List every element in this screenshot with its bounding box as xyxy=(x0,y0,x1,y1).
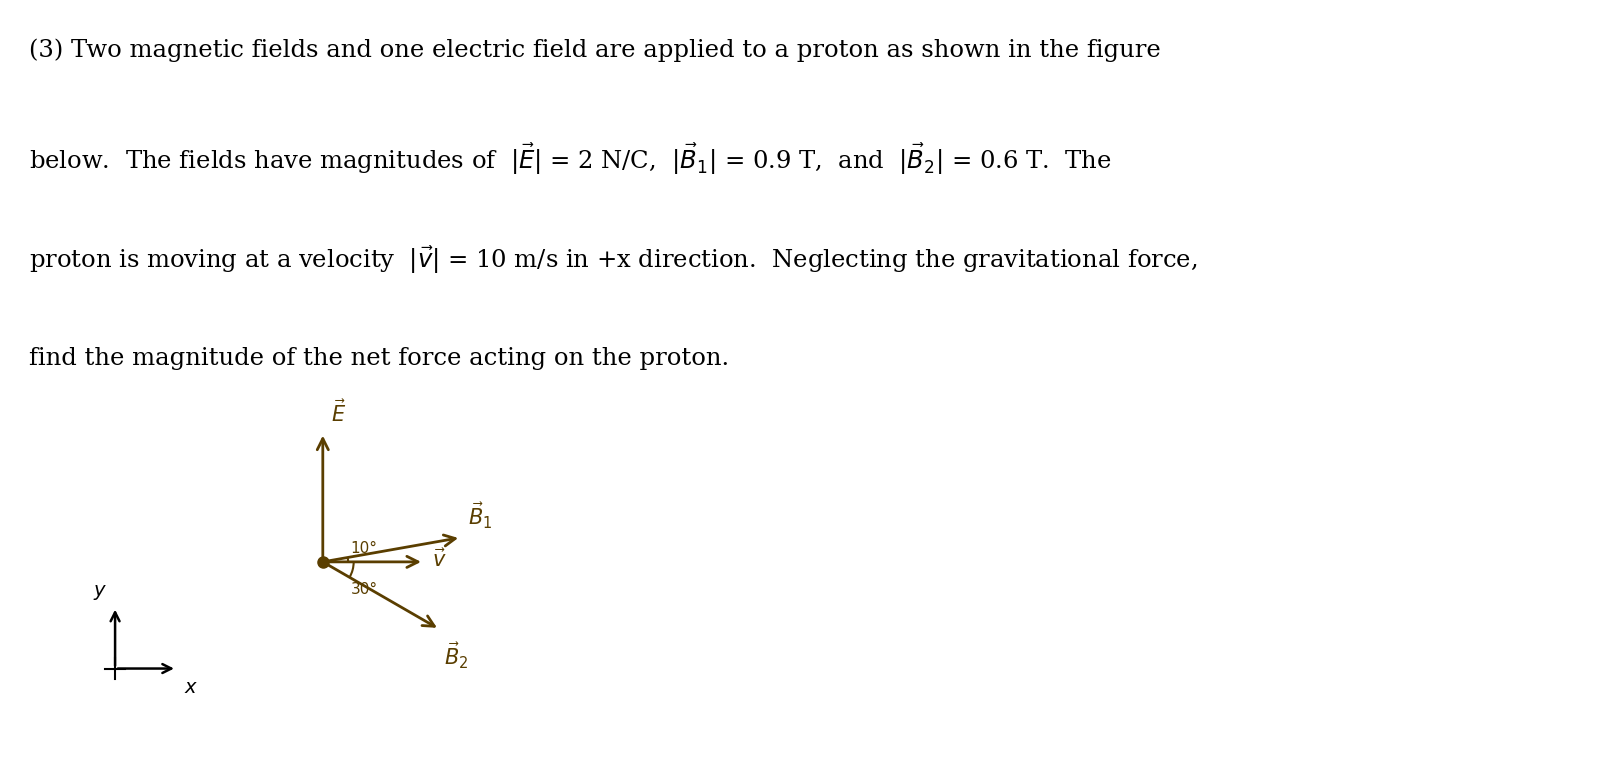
Text: (3) Two magnetic fields and one electric field are applied to a proton as shown : (3) Two magnetic fields and one electric… xyxy=(29,38,1160,62)
Text: 30°: 30° xyxy=(350,582,378,597)
Text: $y$: $y$ xyxy=(94,583,108,602)
Text: $\vec{v}$: $\vec{v}$ xyxy=(431,548,447,571)
Text: $\vec{B}_2$: $\vec{B}_2$ xyxy=(444,641,468,671)
Text: $\vec{B}_1$: $\vec{B}_1$ xyxy=(468,501,492,531)
Text: $\vec{E}$: $\vec{E}$ xyxy=(331,399,345,426)
Text: find the magnitude of the net force acting on the proton.: find the magnitude of the net force acti… xyxy=(29,347,730,370)
Text: 10°: 10° xyxy=(350,541,378,555)
Text: $x$: $x$ xyxy=(184,677,199,696)
Text: proton is moving at a velocity  $|\vec{v}|$ = 10 m/s in +x direction.  Neglectin: proton is moving at a velocity $|\vec{v}… xyxy=(29,244,1198,276)
Text: below.  The fields have magnitudes of  $|\vec{E}|$ = 2 N/C,  $|\vec{B}_1|$ = 0.9: below. The fields have magnitudes of $|\… xyxy=(29,141,1112,177)
